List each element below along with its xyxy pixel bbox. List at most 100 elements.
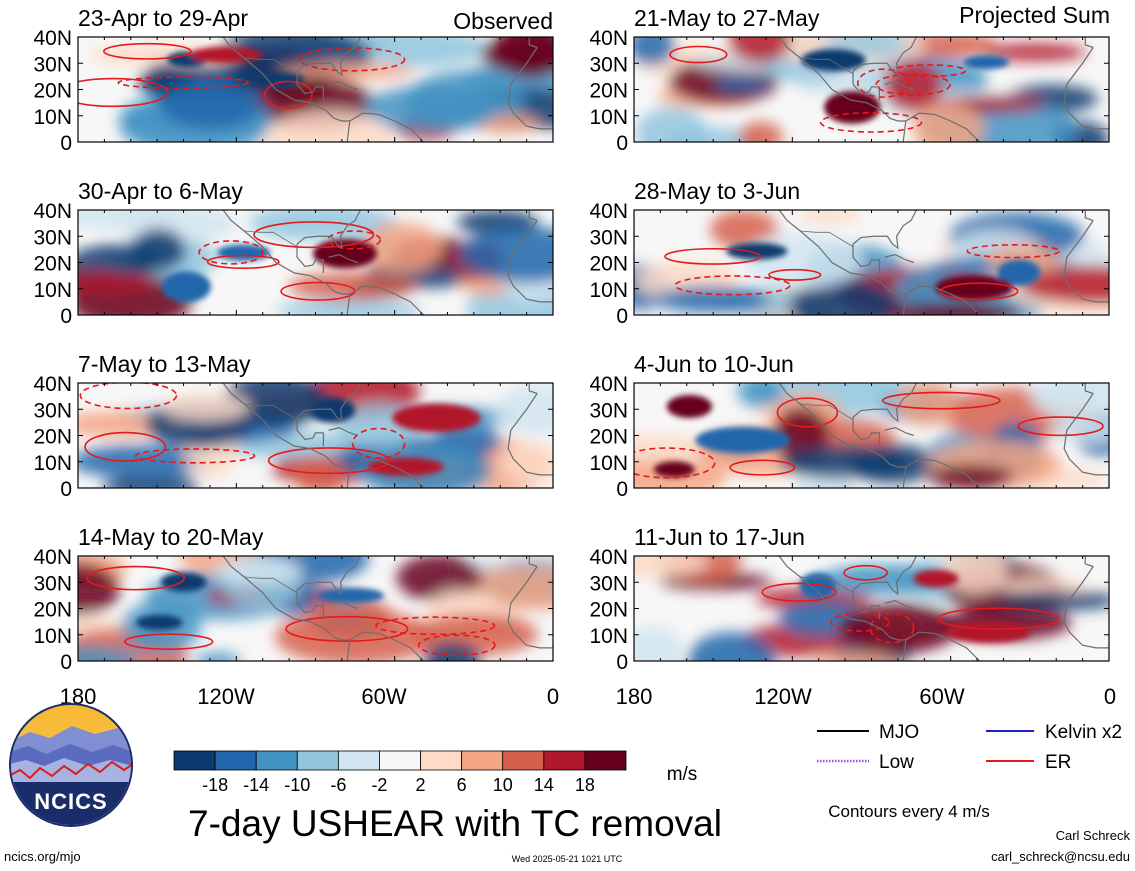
footer-author: Carl Schreck xyxy=(1056,828,1131,843)
panel-title: 30-Apr to 6-May xyxy=(78,178,243,204)
legend: MJO Kelvin x2 Low ER xyxy=(817,722,1122,773)
legend-label: MJO xyxy=(879,722,919,743)
logo-text: NCICS xyxy=(34,789,107,814)
contour-note: Contours every 4 m/s xyxy=(828,802,990,821)
shear-field xyxy=(634,383,1109,488)
y-tick-label: 0 xyxy=(60,478,72,501)
colorbar-swatch xyxy=(502,750,545,771)
colorbar-swatch xyxy=(214,750,257,771)
y-tick-label: 40N xyxy=(589,27,628,50)
y-tick-label: 0 xyxy=(616,132,628,155)
y-tick-label: 10N xyxy=(589,452,628,475)
colorbar-tick-label: 2 xyxy=(416,775,426,795)
y-tick-label: 0 xyxy=(60,651,72,674)
er-contours xyxy=(634,391,1104,479)
panel-title: 23-Apr to 29-Apr xyxy=(78,5,248,31)
legend-item-mjo: MJO xyxy=(817,722,919,743)
er-contours xyxy=(664,244,1060,301)
er-contours xyxy=(198,221,382,301)
y-tick-label: 10N xyxy=(33,106,72,129)
projected-label: Projected Sum xyxy=(959,2,1110,28)
colorbar-tick-label: 14 xyxy=(534,775,554,795)
y-tick-label: 30N xyxy=(33,572,72,595)
panel: 40N 30N 20N 10N 0 14-May to 20-May xyxy=(33,524,554,674)
y-tick-label: 40N xyxy=(589,200,628,223)
legend-item-er: ER xyxy=(986,752,1071,773)
y-tick-label: 30N xyxy=(33,226,72,249)
er-contours xyxy=(78,42,406,110)
colorbar-tick-label: -14 xyxy=(243,775,269,795)
er-contours xyxy=(761,564,1059,644)
x-axis-left: 180 120W 60W 0 xyxy=(60,684,559,709)
colorbar-swatch xyxy=(173,750,216,771)
y-tick-label: 20N xyxy=(589,426,628,449)
y-tick-label: 20N xyxy=(33,426,72,449)
panel-title: 28-May to 3-Jun xyxy=(634,178,800,204)
y-tick-label: 10N xyxy=(589,625,628,648)
panel-title: 4-Jun to 10-Jun xyxy=(634,351,794,377)
ncics-logo: NCICS xyxy=(9,703,133,827)
y-tick-label: 40N xyxy=(589,546,628,569)
x-tick-label: 120W xyxy=(754,684,812,709)
panel: 40N 30N 20N 10N 0 21-May to 27-May xyxy=(589,5,1110,155)
colorbar-tick-label: 10 xyxy=(493,775,513,795)
x-tick-label: 60W xyxy=(361,684,406,709)
y-tick-label: 0 xyxy=(616,478,628,501)
y-tick-label: 40N xyxy=(33,546,72,569)
colorbar-swatch xyxy=(461,750,504,771)
colorbar-swatch xyxy=(420,750,463,771)
y-tick-label: 20N xyxy=(589,80,628,103)
y-tick-label: 20N xyxy=(33,80,72,103)
er-contours xyxy=(79,383,406,475)
colorbar-tick-label: 6 xyxy=(457,775,467,795)
y-tick-label: 30N xyxy=(589,53,628,76)
x-axis-right: 180 120W 60W 0 xyxy=(616,684,1116,709)
y-tick-label: 10N xyxy=(33,279,72,302)
x-tick-label: 120W xyxy=(197,684,255,709)
y-tick-label: 20N xyxy=(33,253,72,276)
y-tick-label: 40N xyxy=(33,200,72,223)
footer-timestamp: Wed 2025-05-21 1021 UTC xyxy=(512,854,623,864)
y-tick-label: 20N xyxy=(589,253,628,276)
y-tick-label: 30N xyxy=(589,226,628,249)
y-tick-label: 40N xyxy=(33,27,72,50)
y-tick-label: 0 xyxy=(60,305,72,328)
legend-item-kelvin: Kelvin x2 xyxy=(986,722,1122,743)
colorbar-tick-label: -10 xyxy=(284,775,310,795)
y-tick-label: 30N xyxy=(589,572,628,595)
colorbar-swatch xyxy=(337,750,380,771)
panel-title: 21-May to 27-May xyxy=(634,5,820,31)
colorbar-swatch xyxy=(379,750,421,771)
colorbar-tick-label: -2 xyxy=(371,775,387,795)
shear-field xyxy=(634,556,1109,661)
x-tick-label: 0 xyxy=(547,684,559,709)
y-tick-label: 10N xyxy=(33,452,72,475)
observed-label: Observed xyxy=(453,8,553,34)
panel: 40N 30N 20N 10N 0 28-May to 3-Jun xyxy=(589,178,1110,328)
er-contours xyxy=(86,565,496,657)
footer-email: carl_schreck@ncsu.edu xyxy=(991,849,1130,864)
y-tick-label: 0 xyxy=(60,132,72,155)
x-tick-label: 60W xyxy=(919,684,964,709)
legend-label: ER xyxy=(1045,752,1071,773)
legend-label: Kelvin x2 xyxy=(1045,722,1122,743)
y-tick-label: 0 xyxy=(616,651,628,674)
colorbar-tick-label: -18 xyxy=(202,775,228,795)
legend-item-low: Low xyxy=(817,752,914,773)
colorbar-swatch xyxy=(584,750,627,771)
shear-field xyxy=(78,210,553,315)
y-tick-label: 40N xyxy=(589,373,628,396)
y-tick-label: 20N xyxy=(33,599,72,622)
y-tick-label: 20N xyxy=(589,599,628,622)
y-tick-label: 10N xyxy=(589,279,628,302)
colorbar-swatch xyxy=(255,750,298,771)
colorbar: -18 -14 -10 -6 -2 2 6 10 14 18 xyxy=(173,750,627,795)
colorbar-swatch xyxy=(296,750,339,771)
panel: 40N 30N 20N 10N 0 11-Jun to 17-Jun xyxy=(589,524,1110,674)
y-tick-label: 30N xyxy=(589,399,628,422)
panel: 40N 30N 20N 10N 0 7-May to 13-May xyxy=(33,351,554,501)
x-tick-label: 180 xyxy=(616,684,653,709)
x-tick-label: 0 xyxy=(1104,684,1116,709)
colorbar-swatch xyxy=(543,750,586,771)
